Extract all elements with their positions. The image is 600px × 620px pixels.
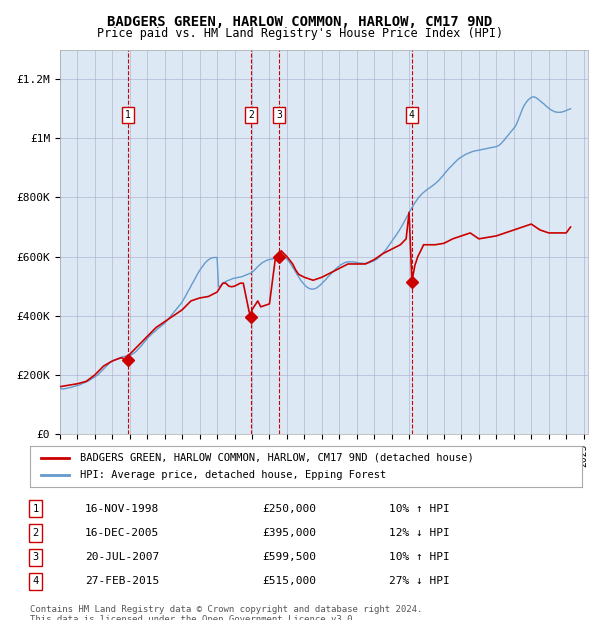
Text: 4: 4 bbox=[409, 110, 415, 120]
Text: 2: 2 bbox=[32, 528, 38, 538]
Text: 10% ↑ HPI: 10% ↑ HPI bbox=[389, 504, 449, 514]
Text: 1: 1 bbox=[32, 504, 38, 514]
Text: 27-FEB-2015: 27-FEB-2015 bbox=[85, 577, 160, 587]
Text: 2: 2 bbox=[248, 110, 254, 120]
Text: £599,500: £599,500 bbox=[262, 552, 316, 562]
Text: 27% ↓ HPI: 27% ↓ HPI bbox=[389, 577, 449, 587]
Text: 16-DEC-2005: 16-DEC-2005 bbox=[85, 528, 160, 538]
Text: Contains HM Land Registry data © Crown copyright and database right 2024.
This d: Contains HM Land Registry data © Crown c… bbox=[30, 604, 422, 620]
Text: HPI: Average price, detached house, Epping Forest: HPI: Average price, detached house, Eppi… bbox=[80, 471, 386, 480]
Text: 3: 3 bbox=[32, 552, 38, 562]
Text: Price paid vs. HM Land Registry's House Price Index (HPI): Price paid vs. HM Land Registry's House … bbox=[97, 27, 503, 40]
Text: 3: 3 bbox=[276, 110, 282, 120]
Text: 4: 4 bbox=[32, 577, 38, 587]
Text: 10% ↑ HPI: 10% ↑ HPI bbox=[389, 552, 449, 562]
Text: £395,000: £395,000 bbox=[262, 528, 316, 538]
Text: 20-JUL-2007: 20-JUL-2007 bbox=[85, 552, 160, 562]
Text: 1: 1 bbox=[125, 110, 131, 120]
Text: £515,000: £515,000 bbox=[262, 577, 316, 587]
Text: BADGERS GREEN, HARLOW COMMON, HARLOW, CM17 9ND: BADGERS GREEN, HARLOW COMMON, HARLOW, CM… bbox=[107, 16, 493, 30]
Text: 12% ↓ HPI: 12% ↓ HPI bbox=[389, 528, 449, 538]
Text: 16-NOV-1998: 16-NOV-1998 bbox=[85, 504, 160, 514]
Text: BADGERS GREEN, HARLOW COMMON, HARLOW, CM17 9ND (detached house): BADGERS GREEN, HARLOW COMMON, HARLOW, CM… bbox=[80, 453, 473, 463]
Text: £250,000: £250,000 bbox=[262, 504, 316, 514]
